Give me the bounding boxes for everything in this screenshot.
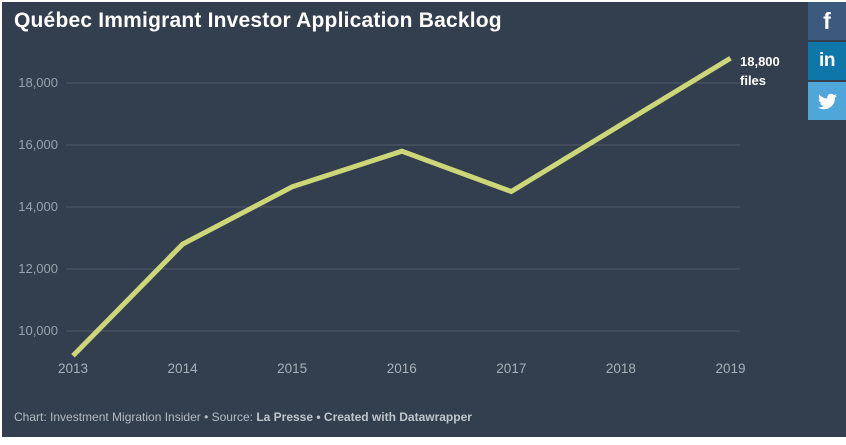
x-axis-tick-label: 2017 (496, 361, 527, 376)
x-axis-tick-label: 2019 (715, 361, 746, 376)
facebook-share-button[interactable]: f (808, 2, 846, 40)
chart-card: Québec Immigrant Investor Application Ba… (2, 2, 846, 437)
x-axis-tick-label: 2015 (277, 361, 308, 376)
linkedin-share-button[interactable]: in (808, 42, 846, 80)
chart-plot-area: 10,000 12,000 14,000 16,000 18,000 2013 2014 20… (2, 2, 846, 437)
footer-created-with: • Created with Datawrapper (313, 410, 472, 424)
line-chart-svg (66, 56, 740, 358)
annotation-unit: files (740, 73, 767, 88)
footer-attribution: Chart: Investment Migration Insider • So… (14, 410, 257, 424)
social-share-buttons: f in (808, 2, 846, 120)
facebook-icon: f (823, 7, 831, 34)
page-title: Québec Immigrant Investor Application Ba… (14, 9, 502, 32)
footer-source: La Presse (256, 410, 314, 424)
chart-footer: Chart: Investment Migration Insider • So… (14, 410, 472, 424)
x-axis-tick-label: 2016 (386, 361, 417, 376)
x-axis-tick-label: 2013 (57, 361, 89, 376)
x-axis-tick-label: 2018 (605, 361, 636, 376)
annotation-value: 18,800 (740, 54, 780, 69)
twitter-icon (817, 92, 837, 111)
x-axis-tick-label: 2014 (167, 361, 198, 376)
linkedin-icon: in (819, 50, 835, 71)
y-axis-tick-label: 10,000 (18, 323, 58, 338)
y-axis-tick-label: 18,000 (18, 75, 58, 90)
y-axis-tick-label: 14,000 (18, 199, 58, 214)
data-line-backlog (71, 56, 732, 358)
data-point-annotation: 18,800 files (740, 52, 780, 90)
y-axis-tick-label: 16,000 (18, 137, 58, 152)
twitter-share-button[interactable] (808, 82, 846, 120)
y-axis-tick-label: 12,000 (18, 261, 58, 276)
